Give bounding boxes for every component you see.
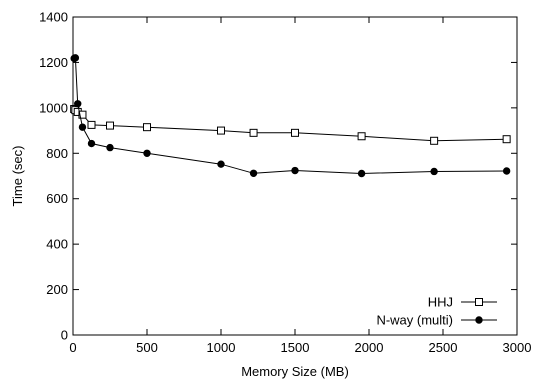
data-point — [143, 149, 151, 157]
y-tick-label: 600 — [46, 191, 68, 206]
legend-label: N-way (multi) — [376, 313, 453, 328]
series-n-way-multi — [70, 54, 511, 178]
data-point — [291, 128, 299, 137]
x-tick-label: 500 — [136, 340, 158, 355]
data-point — [71, 54, 80, 62]
plot-frame — [72, 16, 518, 336]
data-point — [74, 100, 82, 108]
x-tick-label: 3000 — [503, 340, 532, 355]
data-point — [87, 120, 96, 129]
data-point — [87, 139, 96, 148]
series-hhj — [70, 104, 511, 145]
legend-marker — [475, 316, 483, 324]
series-line — [73, 108, 507, 142]
y-tick-label: 0 — [61, 328, 68, 343]
data-point — [78, 110, 87, 119]
x-tick-label: 2000 — [355, 340, 384, 355]
y-tick-label: 1200 — [39, 55, 68, 70]
data-point — [106, 121, 114, 130]
data-point — [143, 123, 151, 132]
data-point — [106, 143, 114, 152]
x-tick-label: 0 — [69, 340, 76, 355]
y-tick-label: 1000 — [39, 100, 68, 115]
x-tick-label: 1000 — [207, 340, 236, 355]
legend: HHJ N-way (multi) — [376, 295, 497, 328]
data-point — [430, 136, 439, 145]
data-point — [502, 135, 511, 144]
data-point — [357, 132, 366, 141]
y-tick-label: 200 — [46, 282, 68, 297]
data-point — [357, 169, 366, 178]
data-point — [502, 167, 511, 175]
data-point — [430, 167, 438, 176]
data-point — [217, 126, 225, 135]
x-tick-label: 2500 — [429, 340, 458, 355]
data-point — [217, 160, 225, 168]
y-tick-label: 800 — [46, 146, 68, 161]
x-tick-label: 1500 — [281, 340, 310, 355]
data-point — [291, 166, 299, 175]
legend-marker — [475, 298, 483, 306]
legend-label: HHJ — [428, 295, 453, 310]
y-tick-label: 400 — [46, 237, 68, 252]
axis-tick-labels: 0 500 1000 1500 2000 2500 3000 0 200 400 600 800 100… — [39, 10, 531, 356]
data-point — [249, 169, 258, 177]
y-tick-label: 1400 — [39, 10, 68, 25]
series-line — [74, 57, 507, 175]
x-axis-title: Memory Size (MB) — [241, 364, 349, 379]
data-series — [70, 54, 511, 178]
y-axis-title: Time (sec) — [10, 146, 25, 207]
data-point — [78, 123, 87, 131]
axis-ticks — [72, 16, 518, 336]
data-point — [249, 128, 258, 137]
